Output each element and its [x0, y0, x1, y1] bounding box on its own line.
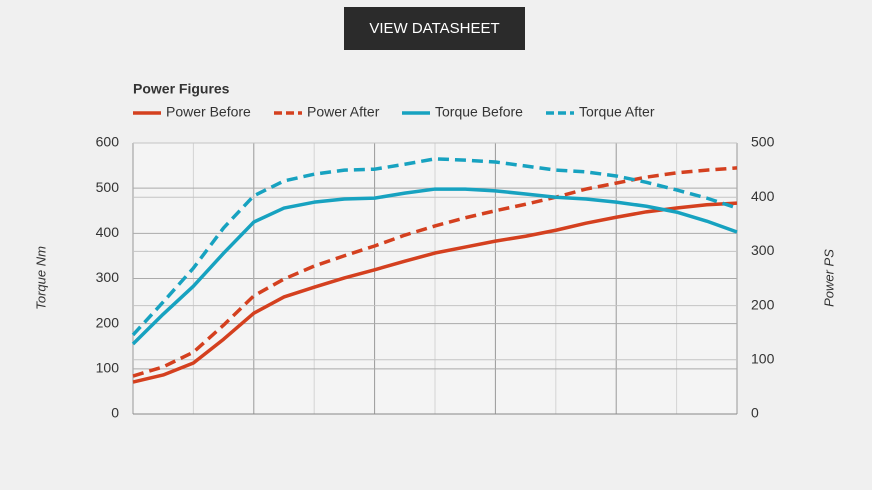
line-series: [132, 166, 738, 378]
legend-label: Torque After: [579, 104, 655, 120]
y-tick-label: 600: [96, 134, 120, 150]
line-series: [131, 157, 738, 337]
y2-tick-label: 100: [751, 351, 775, 367]
line-series: [132, 201, 738, 384]
y2-tick-label: 200: [751, 296, 775, 312]
y2-tick-label: 0: [751, 405, 759, 421]
legend-label: Torque Before: [435, 104, 523, 120]
legend-label: Power After: [307, 104, 380, 120]
y-tick-label: 100: [96, 360, 120, 376]
y-tick-label: 400: [96, 224, 120, 240]
legend-label: Power Before: [166, 104, 251, 120]
y-tick-label: 300: [96, 269, 120, 285]
line-series: [131, 187, 738, 346]
y2-axis-label: Power PS: [821, 249, 836, 307]
view-datasheet-button[interactable]: VIEW DATASHEET: [344, 7, 525, 50]
y-tick-label: 200: [96, 314, 120, 330]
y2-tick-label: 400: [751, 188, 775, 204]
y-tick-label: 500: [96, 179, 120, 195]
y2-tick-label: 300: [751, 242, 775, 258]
y2-tick-label: 500: [751, 134, 775, 150]
y-tick-label: 0: [111, 405, 119, 421]
legend-title: Power Figures: [133, 81, 230, 97]
y-axis-label: Torque Nm: [33, 246, 48, 310]
